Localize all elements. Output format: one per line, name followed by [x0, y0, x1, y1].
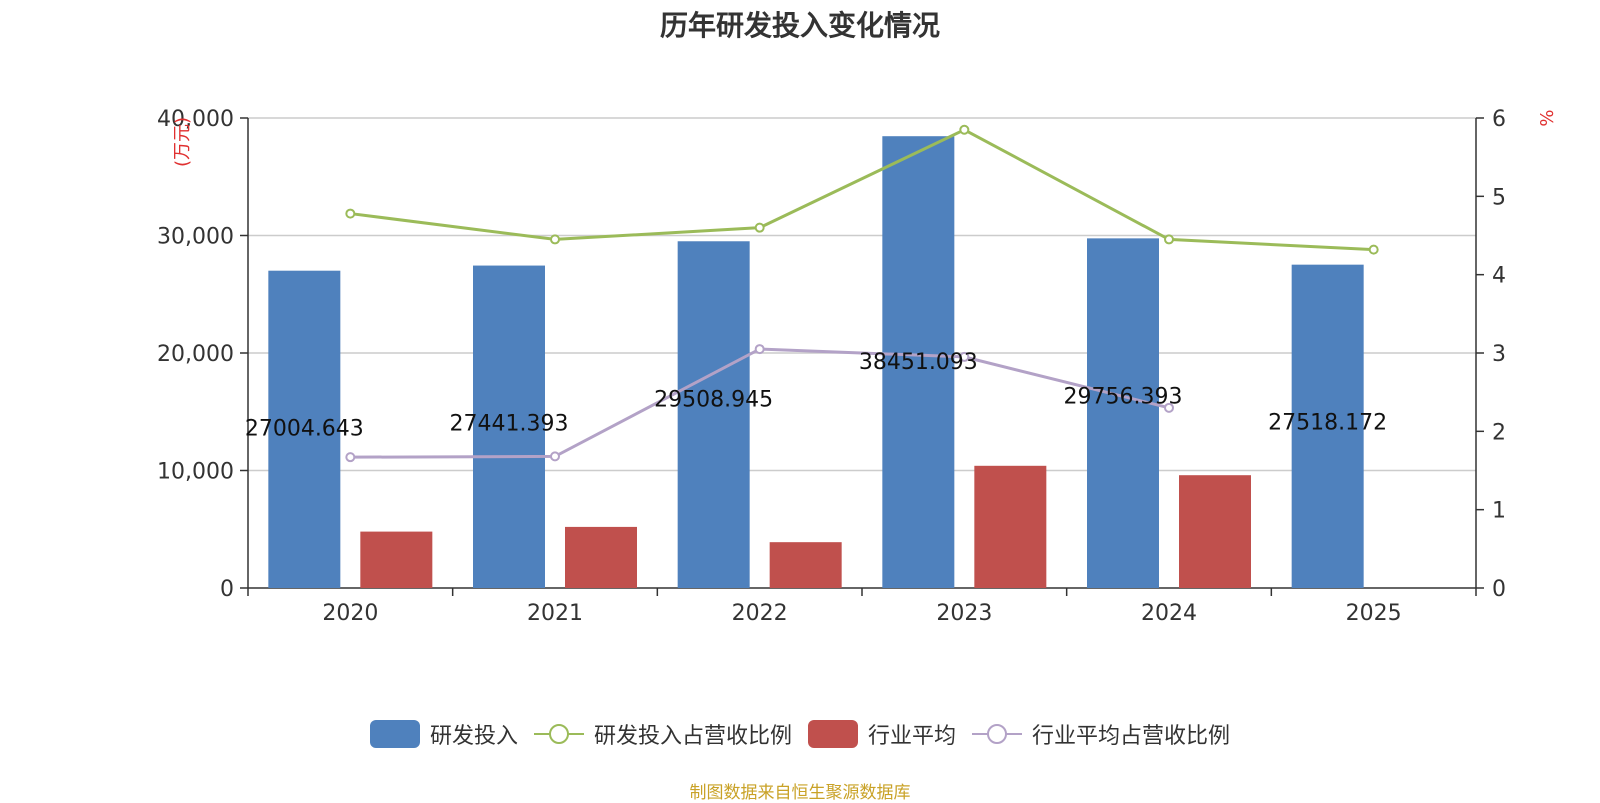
x-tick-label: 2020	[322, 601, 378, 626]
x-tick-label: 2025	[1346, 601, 1402, 626]
data-label-rd-investment: 38451.093	[859, 350, 978, 375]
legend-item-industry-average[interactable]: 行业平均	[808, 718, 956, 750]
point-rd-ratio	[1368, 244, 1379, 255]
x-tick-label: 2024	[1141, 601, 1197, 626]
legend-item-rd-investment[interactable]: 研发投入	[369, 718, 518, 750]
y-right-tick-label: 6	[1492, 107, 1506, 132]
point-rd-ratio	[1164, 234, 1174, 245]
bar-industry-average	[1179, 475, 1251, 588]
y-right-tick-label: 3	[1492, 342, 1506, 367]
legend-label-rd-ratio: 研发投入占营收比例	[593, 724, 792, 749]
data-label-rd-investment: 27004.643	[245, 417, 364, 442]
point-industry-ratio	[754, 344, 765, 355]
point-rd-ratio	[959, 124, 970, 135]
bar-industry-average	[565, 526, 637, 588]
x-tick-label: 2022	[732, 601, 788, 626]
legend-swatch-industry-average	[808, 720, 858, 748]
legend-item-industry-ratio[interactable]: 行业平均占营收比例	[972, 718, 1230, 750]
data-label-rd-investment: 27518.172	[1268, 411, 1387, 436]
point-rd-ratio	[345, 208, 356, 219]
y-right-tick-label: 1	[1492, 499, 1506, 524]
legend-label-industry-average: 行业平均	[868, 724, 957, 749]
bar-rd-investment	[677, 241, 750, 588]
legend-swatch-industry-ratio	[972, 724, 1023, 744]
y-left-tick-label: 40,000	[157, 107, 234, 132]
y-right-tick-label: 2	[1492, 420, 1506, 445]
y-left-unit-label: (万元)	[172, 117, 193, 167]
y-right-tick-label: 0	[1492, 577, 1506, 602]
bar-rd-investment	[882, 136, 955, 589]
legend-label-industry-ratio: 行业平均占营收比例	[1032, 724, 1231, 749]
bar-rd-investment	[1291, 264, 1364, 588]
x-tick-label: 2023	[936, 601, 992, 626]
legend-swatch-rd-ratio	[533, 724, 584, 744]
point-industry-ratio	[1164, 402, 1174, 413]
point-industry-ratio	[345, 452, 356, 463]
line-rd-ratio	[350, 128, 1374, 252]
bar-industry-average	[360, 531, 433, 588]
point-rd-ratio	[754, 222, 765, 233]
point-industry-ratio	[550, 451, 560, 462]
data-label-rd-investment: 29508.945	[654, 387, 773, 412]
y-right-tick-label: 4	[1492, 264, 1506, 289]
legend: 研发投入 研发投入占营收比例 行业平均 行业平均占营收比例	[0, 718, 1600, 750]
legend-swatch-rd-investment	[369, 720, 420, 748]
y-left-tick-label: 20,000	[157, 342, 234, 367]
bar-industry-average	[974, 465, 1047, 588]
legend-label-rd-investment: 研发投入	[429, 724, 518, 749]
data-label-rd-investment: 27441.393	[450, 412, 569, 437]
legend-item-rd-ratio[interactable]: 研发投入占营收比例	[533, 718, 792, 750]
y-left-tick-label: 10,000	[157, 460, 234, 485]
y-right-unit-label: %	[1537, 109, 1558, 126]
bar-rd-investment	[473, 265, 545, 588]
bar-rd-investment	[268, 270, 341, 588]
bar-industry-average	[769, 542, 842, 588]
source-note: 制图数据来自恒生聚源数据库	[689, 783, 911, 803]
bar-rd-investment	[1087, 238, 1159, 589]
point-rd-ratio	[550, 234, 560, 245]
point-industry-ratio	[959, 351, 970, 362]
data-label-rd-investment: 29756.393	[1064, 384, 1183, 409]
chart-title: 历年研发投入变化情况	[659, 9, 940, 42]
y-right-tick-label: 5	[1492, 185, 1506, 210]
x-tick-label: 2021	[527, 601, 583, 626]
y-left-tick-label: 0	[220, 577, 234, 602]
y-left-tick-label: 30,000	[157, 225, 234, 250]
